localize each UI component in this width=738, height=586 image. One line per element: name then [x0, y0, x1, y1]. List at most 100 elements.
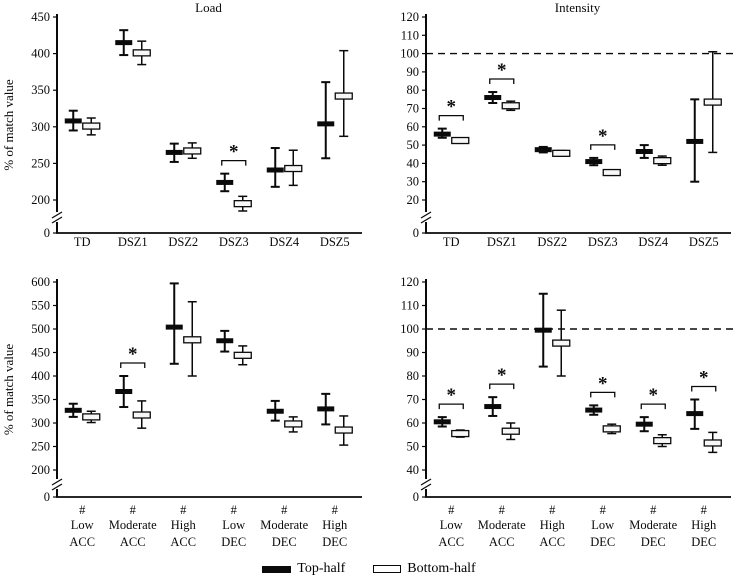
svg-text:*: * [497, 60, 507, 81]
svg-text:100: 100 [400, 47, 419, 61]
svg-text:High: High [691, 518, 717, 532]
svg-text:80: 80 [407, 83, 420, 97]
svg-text:250: 250 [31, 440, 50, 454]
svg-text:*: * [447, 97, 457, 118]
svg-text:*: * [497, 365, 507, 386]
svg-text:ACC: ACC [120, 535, 146, 549]
svg-text:DSZ3: DSZ3 [588, 235, 618, 249]
svg-text:DEC: DEC [691, 535, 716, 549]
svg-text:0: 0 [413, 490, 419, 504]
svg-text:Load: Load [195, 0, 222, 15]
svg-text:#: # [332, 503, 339, 517]
svg-text:#: # [281, 503, 288, 517]
svg-text:DSZ5: DSZ5 [320, 235, 350, 249]
svg-text:DSZ2: DSZ2 [168, 235, 198, 249]
svg-text:50: 50 [407, 440, 420, 454]
svg-text:DSZ1: DSZ1 [118, 235, 148, 249]
svg-text:120: 120 [400, 275, 419, 289]
svg-text:20: 20 [407, 193, 420, 207]
svg-text:DSZ5: DSZ5 [689, 235, 719, 249]
svg-text:#: # [701, 503, 708, 517]
svg-text:Moderate: Moderate [260, 518, 308, 532]
svg-text:% of match value: % of match value [1, 344, 16, 436]
svg-text:#: # [130, 503, 137, 517]
svg-text:*: * [598, 126, 608, 147]
svg-text:200: 200 [31, 193, 50, 207]
svg-text:70: 70 [407, 102, 420, 116]
svg-text:High: High [171, 518, 197, 532]
svg-text:DSZ3: DSZ3 [219, 235, 249, 249]
svg-text:Low: Low [222, 518, 245, 532]
svg-text:0: 0 [44, 226, 50, 240]
svg-text:50: 50 [407, 138, 420, 152]
svg-text:110: 110 [401, 299, 419, 313]
svg-text:TD: TD [74, 235, 91, 249]
intensity-by-group-chart: 0 20 30 40 50 60 70 80 90 100 110 120 Intensity TD * DS… [369, 0, 738, 250]
svg-text:Moderate: Moderate [478, 518, 526, 532]
svg-text:80: 80 [407, 369, 420, 383]
svg-text:Low: Low [591, 518, 614, 532]
svg-text:*: * [649, 385, 659, 406]
svg-text:550: 550 [31, 299, 50, 313]
svg-text:400: 400 [31, 47, 50, 61]
load-by-section-chart: 0 200 250 300 350 400 450 500 550 600 % of match v… [0, 250, 369, 552]
svg-text:400: 400 [31, 369, 50, 383]
panel-grid: 0 200 250 300 350 400 450 Load% of match value T… [0, 0, 738, 552]
svg-text:*: * [699, 368, 709, 389]
svg-text:350: 350 [31, 83, 50, 97]
svg-text:DSZ2: DSZ2 [537, 235, 567, 249]
svg-text:300: 300 [31, 416, 50, 430]
svg-text:110: 110 [401, 28, 419, 42]
svg-text:60: 60 [407, 416, 420, 430]
svg-text:DEC: DEC [272, 535, 297, 549]
legend-item-bottom-half: Bottom-half [373, 561, 476, 577]
intensity-by-section-chart: 0405060708090100110120#LowACC*#ModerateA… [369, 250, 738, 552]
svg-text:70: 70 [407, 393, 420, 407]
svg-text:0: 0 [413, 226, 419, 240]
svg-text:ACC: ACC [438, 535, 464, 549]
svg-text:TD: TD [443, 235, 460, 249]
svg-text:DSZ4: DSZ4 [269, 235, 300, 249]
svg-text:90: 90 [407, 346, 420, 360]
svg-text:Low: Low [440, 518, 463, 532]
svg-text:60: 60 [407, 120, 420, 134]
svg-text:450: 450 [31, 346, 50, 360]
svg-text:40: 40 [407, 156, 420, 170]
svg-text:Intensity: Intensity [555, 0, 601, 15]
svg-text:High: High [540, 518, 566, 532]
svg-text:#: # [549, 503, 556, 517]
svg-text:#: # [180, 503, 187, 517]
svg-text:500: 500 [31, 322, 50, 336]
svg-text:High: High [322, 518, 348, 532]
svg-text:DEC: DEC [221, 535, 246, 549]
svg-text:ACC: ACC [489, 535, 515, 549]
svg-text:DEC: DEC [590, 535, 615, 549]
legend-label-top-half: Top-half [297, 561, 346, 576]
svg-text:#: # [448, 503, 455, 517]
svg-text:ACC: ACC [539, 535, 565, 549]
svg-text:ACC: ACC [69, 535, 95, 549]
svg-text:% of match value: % of match value [1, 79, 16, 171]
svg-text:DEC: DEC [322, 535, 347, 549]
load-by-group-chart: 0 200 250 300 350 400 450 Load % of match value T… [0, 0, 369, 250]
svg-text:30: 30 [407, 175, 420, 189]
svg-text:#: # [231, 503, 238, 517]
svg-text:#: # [650, 503, 657, 517]
svg-text:200: 200 [31, 463, 50, 477]
svg-text:350: 350 [31, 393, 50, 407]
svg-text:*: * [598, 373, 608, 394]
svg-text:ACC: ACC [170, 535, 196, 549]
svg-text:450: 450 [31, 10, 50, 24]
svg-text:*: * [128, 344, 138, 365]
svg-text:600: 600 [31, 275, 50, 289]
svg-text:DEC: DEC [641, 535, 666, 549]
chart-legend: Top-half Bottom-half [0, 552, 738, 586]
svg-text:Moderate: Moderate [109, 518, 157, 532]
svg-text:0: 0 [44, 490, 50, 504]
svg-text:*: * [229, 142, 239, 163]
open-bar-swatch [373, 565, 402, 573]
svg-text:Moderate: Moderate [629, 518, 677, 532]
svg-text:90: 90 [407, 65, 420, 79]
svg-text:120: 120 [400, 10, 419, 24]
